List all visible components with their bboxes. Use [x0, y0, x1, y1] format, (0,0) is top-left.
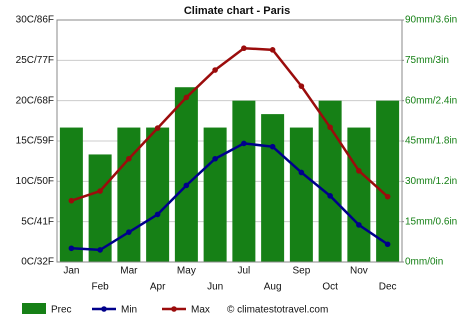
y-tick-label: 10C/50F	[16, 176, 54, 187]
point	[183, 94, 190, 101]
y2-tick-label: 60mm/2.4in	[405, 95, 457, 106]
y-tick-label: 0C/32F	[21, 257, 54, 268]
y2-tick-label: 90mm/3.6in	[405, 15, 457, 26]
point	[356, 222, 362, 228]
point	[356, 168, 362, 174]
point	[327, 193, 333, 199]
point	[183, 182, 190, 189]
point	[298, 169, 305, 176]
bar	[318, 100, 342, 263]
x-tick-label: Jun	[207, 282, 223, 293]
x-tick-label: Jan	[63, 266, 79, 277]
bar	[203, 127, 227, 262]
y-tick-label: 20C/68F	[16, 95, 54, 106]
y-tick-label: 30C/86F	[16, 15, 54, 26]
x-tick-label: May	[177, 266, 196, 277]
y-tick-label: 25C/77F	[16, 55, 54, 66]
point	[68, 197, 75, 204]
point	[384, 193, 391, 200]
bar	[289, 127, 313, 262]
point	[269, 143, 276, 150]
x-tick-label: Feb	[92, 282, 110, 293]
line	[70, 46, 389, 202]
point	[298, 83, 305, 89]
plot-border	[56, 19, 403, 263]
y2-tick-label: 30mm/1.2in	[405, 176, 457, 187]
chart-title: Climate chart - Paris	[184, 5, 290, 17]
x-tick-label: Mar	[120, 266, 138, 277]
x-tick-label: Jul	[237, 266, 250, 277]
legend-label: Max	[191, 305, 210, 316]
legend-dot	[101, 306, 107, 312]
point	[212, 67, 218, 73]
point	[269, 47, 276, 53]
bar	[59, 127, 83, 262]
legend-label: Min	[121, 305, 137, 316]
point	[384, 241, 391, 248]
line	[71, 142, 389, 252]
x-tick-label: Nov	[350, 266, 368, 277]
bar	[232, 100, 256, 263]
legend-swatch	[22, 303, 46, 314]
y-tick-label: 15C/59F	[16, 136, 54, 147]
point	[327, 124, 333, 131]
legend-dot	[171, 306, 177, 312]
y2-tick-label: 15mm/0.6in	[405, 216, 457, 227]
point	[212, 155, 218, 162]
bar	[117, 127, 141, 262]
bar	[261, 114, 285, 262]
point	[154, 211, 161, 218]
x-tick-label: Aug	[264, 282, 282, 293]
x-tick-label: Dec	[379, 282, 397, 293]
point	[97, 247, 103, 253]
y-tick-label: 5C/41F	[21, 216, 54, 227]
point	[241, 140, 247, 147]
y2-tick-label: 0mm/0in	[405, 257, 443, 268]
point	[97, 188, 103, 194]
bar	[347, 127, 371, 262]
x-tick-label: Apr	[150, 282, 166, 293]
point	[126, 229, 132, 235]
y2-tick-label: 45mm/1.8in	[405, 136, 457, 147]
legend-label: Prec	[51, 305, 72, 316]
y2-tick-label: 75mm/3in	[405, 55, 449, 66]
x-tick-label: Sep	[292, 266, 310, 277]
bar	[376, 100, 400, 263]
point	[126, 155, 132, 162]
credit: © climatestotravel.com	[227, 305, 328, 316]
bar	[174, 87, 198, 262]
point	[241, 45, 247, 52]
bar	[146, 127, 170, 262]
point	[154, 125, 161, 131]
point	[68, 245, 75, 252]
bar	[88, 154, 112, 262]
x-tick-label: Oct	[322, 282, 338, 293]
